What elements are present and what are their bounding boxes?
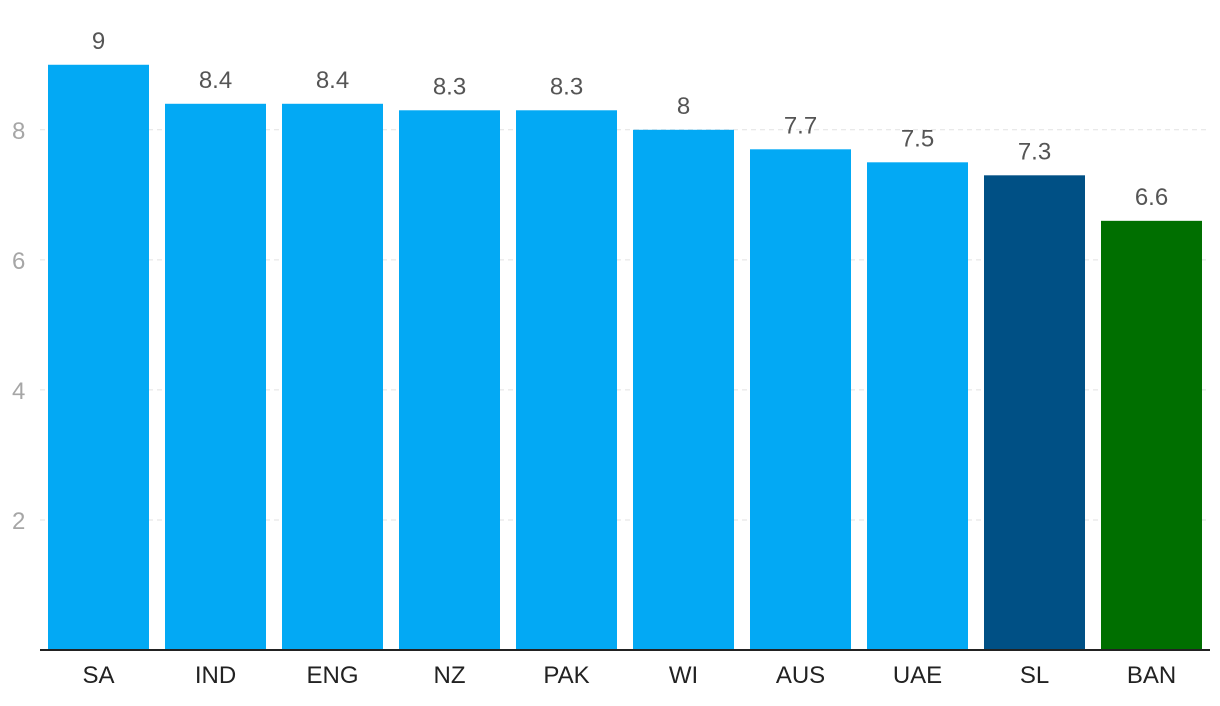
value-label: 8.4 — [199, 67, 232, 94]
value-label: 7.5 — [901, 125, 934, 152]
y-tick-label: 4 — [12, 378, 25, 405]
bar-sa — [48, 64, 149, 651]
value-label: 8.3 — [550, 73, 583, 100]
value-label: 8.3 — [433, 73, 466, 100]
x-category-label: ENG — [306, 662, 358, 689]
bar-eng — [282, 103, 383, 651]
value-label: 7.3 — [1018, 138, 1051, 165]
value-label: 8 — [677, 93, 690, 120]
x-category-label: SL — [1020, 662, 1049, 689]
bar-uae — [867, 162, 968, 651]
x-category-label: WI — [669, 662, 698, 689]
y-axis-ticks: 2 4 6 8 — [12, 118, 25, 535]
y-tick-label: 6 — [12, 248, 25, 275]
x-category-label: IND — [195, 662, 236, 689]
value-labels: 9 8.4 8.4 8.3 8.3 8 7.7 7.5 7.3 6.6 — [92, 28, 1168, 211]
x-category-label: SA — [82, 662, 114, 689]
value-label: 8.4 — [316, 67, 349, 94]
bars — [48, 64, 1202, 651]
x-category-label: AUS — [776, 662, 825, 689]
bar-nz — [399, 110, 500, 651]
value-label: 9 — [92, 28, 105, 55]
x-axis-categories: SA IND ENG NZ PAK WI AUS UAE SL BAN — [82, 662, 1176, 689]
bar-ban — [1101, 220, 1202, 651]
y-tick-label: 8 — [12, 118, 25, 145]
x-category-label: BAN — [1127, 662, 1176, 689]
bar-sl — [984, 175, 1085, 651]
y-tick-label: 2 — [12, 508, 25, 535]
bar-aus — [750, 149, 851, 651]
bar-wi — [633, 129, 734, 651]
x-category-label: NZ — [434, 662, 466, 689]
value-label: 7.7 — [784, 112, 817, 139]
x-category-label: UAE — [893, 662, 942, 689]
value-label: 6.6 — [1135, 184, 1168, 211]
bar-pak — [516, 110, 617, 651]
x-category-label: PAK — [543, 662, 589, 689]
bar-ind — [165, 103, 266, 651]
